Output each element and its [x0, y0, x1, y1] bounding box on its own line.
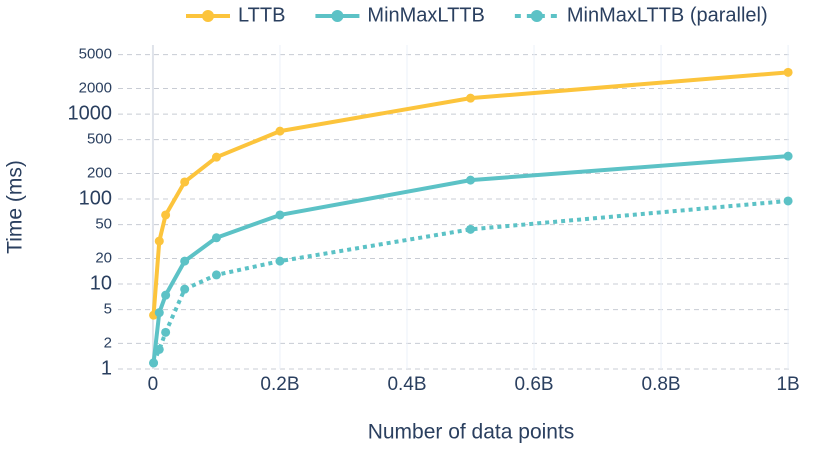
data-point — [275, 126, 285, 136]
y-tick-label: 1 — [101, 357, 112, 379]
y-tick-label: 2000 — [79, 79, 112, 96]
data-point — [180, 284, 190, 294]
data-point — [154, 344, 164, 354]
y-tick-label: 5 — [104, 301, 112, 318]
legend-swatch-marker — [202, 10, 214, 22]
data-point — [154, 236, 164, 246]
data-point — [161, 327, 171, 337]
y-tick-label: 200 — [87, 164, 112, 181]
y-tick-label: 100 — [79, 187, 112, 209]
legend-label: MinMaxLTTB — [367, 4, 484, 26]
x-tick-label: 0.8B — [642, 374, 681, 395]
y-tick-label: 2 — [104, 334, 112, 351]
data-point — [275, 256, 285, 266]
data-point — [466, 93, 476, 103]
legend-item: MinMaxLTTB (parallel) — [514, 4, 768, 26]
legend-item: LTTB — [186, 4, 285, 26]
x-tick-label: 1B — [776, 374, 799, 395]
legend-item: MinMaxLTTB — [315, 4, 485, 26]
data-point — [161, 290, 171, 300]
x-tick-label: 0.6B — [514, 374, 553, 395]
data-point — [783, 151, 793, 161]
legend-label: MinMaxLTTB (parallel) — [567, 4, 768, 26]
x-tick-label: 0 — [148, 374, 159, 395]
x-axis-title: Number of data points — [368, 421, 575, 444]
y-tick-label: 500 — [87, 131, 112, 148]
data-point — [154, 308, 164, 318]
y-tick-label: 5000 — [79, 46, 112, 63]
y-tick-label: 10 — [90, 272, 112, 294]
y-tick-label: 50 — [95, 216, 112, 233]
x-tick-label: 0.4B — [387, 374, 426, 395]
x-tick-label: 0.2B — [260, 374, 299, 395]
series-line — [151, 154, 789, 364]
data-point — [275, 210, 285, 220]
data-point — [161, 210, 171, 220]
data-point — [211, 233, 221, 243]
data-point — [149, 358, 159, 368]
data-point — [211, 270, 221, 280]
series-line — [151, 70, 789, 316]
y-tick-label: 1000 — [68, 102, 113, 124]
legend-swatch-marker — [331, 10, 344, 22]
y-tick-label: 20 — [95, 249, 112, 266]
data-point — [211, 152, 221, 162]
legend-label: LTTB — [238, 4, 285, 26]
data-point — [180, 177, 190, 187]
y-axis-title: Time (ms) — [4, 160, 27, 254]
data-point — [466, 224, 476, 234]
data-point — [783, 196, 793, 206]
data-point — [180, 256, 190, 266]
data-point — [783, 67, 793, 77]
legend-swatch-marker — [530, 10, 543, 22]
data-point — [466, 175, 476, 185]
